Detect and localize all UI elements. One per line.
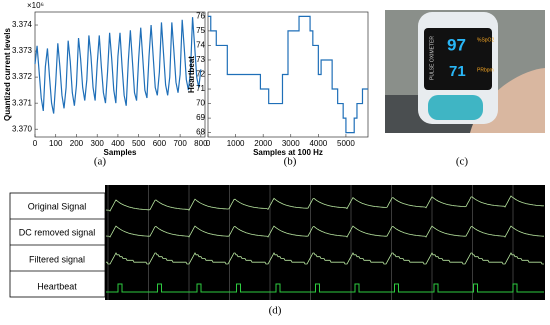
x-tick-label: 5000 (337, 139, 355, 148)
caption: (b) (284, 156, 297, 168)
x-tick-label: 100 (49, 139, 63, 148)
signal-trace (105, 195, 545, 212)
heartbeat-trace (106, 283, 544, 293)
caption: (d) (269, 305, 282, 317)
y-tick-label: 3.370 (12, 124, 33, 133)
pulse-reading: 71 (449, 63, 466, 80)
pulse-unit: PRbpm (477, 67, 494, 73)
spo2-reading: 97 (447, 35, 466, 54)
y-tick-label: 68 (196, 128, 205, 137)
row-label: Filtered signal (29, 254, 85, 264)
y-tick-label: 70 (196, 99, 205, 108)
y-tick-label: 3.374 (12, 20, 33, 29)
y-tick-label: 71 (196, 84, 205, 93)
y-tick-label: 69 (196, 113, 205, 122)
x-tick-label: 0 (33, 139, 38, 148)
x-tick-label: 400 (111, 139, 125, 148)
signal-trace (106, 252, 544, 265)
x-tick-label: 300 (91, 139, 105, 148)
x-tick-label: 600 (153, 139, 167, 148)
data-line (34, 17, 202, 114)
device-screen (424, 28, 492, 90)
plot-frame (34, 11, 206, 138)
signal-traces (105, 185, 545, 300)
x-tick-label: 800 (194, 139, 208, 148)
data-line (208, 15, 368, 134)
y-tick-label: 76 (196, 11, 205, 20)
x-axis-label: Samples (104, 148, 137, 157)
row-label: Original Signal (28, 201, 87, 211)
y-multiplier: ×10⁶ (27, 1, 44, 10)
y-tick-label: 74 (196, 41, 205, 50)
brand: PULSE OXIMETER (429, 36, 435, 80)
y-tick-label: 73 (196, 55, 205, 64)
y-tick-label: 3.371 (12, 98, 33, 107)
device-button (428, 95, 483, 120)
y-tick-label: 75 (196, 26, 205, 35)
x-tick-label: 700 (173, 139, 187, 148)
x-tick-label: 2000 (254, 139, 272, 148)
y-axis-label: Quantized current levels (3, 27, 12, 120)
row-label: DC removed signal (19, 227, 96, 237)
signal-trace (105, 225, 544, 238)
x-tick-label: 4000 (309, 139, 327, 148)
signal-screen (105, 185, 545, 300)
y-tick-label: 3.373 (12, 46, 33, 55)
x-tick-label: 1000 (227, 139, 245, 148)
x-tick-label: 3000 (282, 139, 300, 148)
x-axis-label: Samples at 100 Hz (253, 148, 323, 157)
spo2-unit: %SpO2 (477, 37, 494, 43)
x-tick-label: 0 (206, 139, 211, 148)
y-tick-label: 3.372 (12, 72, 33, 81)
y-axis-label: Heartbeat (187, 56, 196, 93)
caption: (a) (94, 156, 107, 168)
x-tick-label: 200 (70, 139, 84, 148)
oximeter-photo: PULSE OXIMETER 97 71 %SpO2 PRbpm (385, 10, 545, 133)
x-tick-label: 500 (132, 139, 146, 148)
caption: (c) (456, 156, 469, 168)
y-tick-label: 72 (196, 70, 205, 79)
row-label: Heartbeat (37, 281, 77, 291)
